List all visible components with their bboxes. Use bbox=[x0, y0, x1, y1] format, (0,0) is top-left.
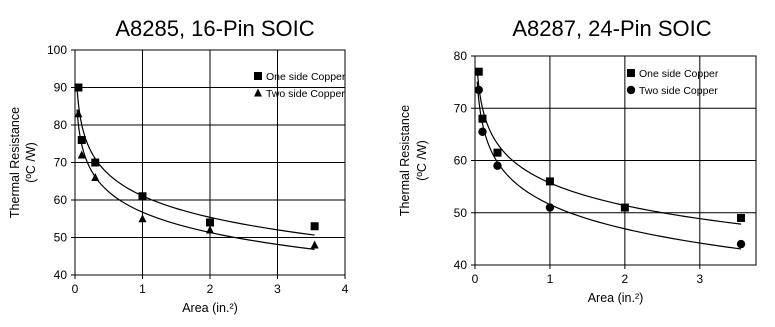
chart2-series-2-point bbox=[545, 203, 555, 212]
chart2-legend-label-1: One side Copper bbox=[639, 68, 719, 80]
chart2-title: A8287, 24-Pin SOIC bbox=[512, 16, 711, 41]
chart1-x-tick-label: 1 bbox=[139, 282, 146, 296]
chart1-x-axis-label: Area (in.²) bbox=[182, 301, 238, 315]
chart2-y-axis-label: Thermal Resistance bbox=[398, 105, 412, 216]
chart2-y-tick-label: 60 bbox=[454, 154, 468, 168]
chart1-series-1-point bbox=[91, 158, 100, 167]
chart1-series-2-point bbox=[310, 240, 319, 249]
chart2-series-2-curve bbox=[476, 81, 742, 250]
chart1-y-tick-label: 80 bbox=[54, 118, 68, 132]
chart2-series-1-curve bbox=[476, 68, 742, 225]
chart1-y-tick-label: 40 bbox=[54, 268, 68, 282]
chart1-legend-label-1: One side Copper bbox=[266, 71, 346, 83]
chart1-series-1-point bbox=[74, 83, 83, 92]
chart2-series-2-point bbox=[736, 239, 746, 249]
chart1-series-2-point bbox=[138, 214, 147, 223]
chart2-legend-label-2: Two side Copper bbox=[639, 85, 718, 97]
chart2-legend-marker-2 bbox=[626, 85, 636, 95]
chart2-series-2-point bbox=[493, 161, 502, 170]
chart1-legend-marker-1 bbox=[254, 72, 262, 80]
chart1-legend-marker-2 bbox=[254, 88, 262, 97]
chart1-y-tick-label: 70 bbox=[54, 156, 68, 170]
chart2-series-1-point bbox=[545, 177, 554, 186]
chart1-series-2-point bbox=[74, 109, 83, 118]
chart1-series-1-curve bbox=[76, 87, 315, 236]
chart1-plot-frame bbox=[74, 49, 346, 276]
chart1-series-2-curve bbox=[76, 109, 315, 250]
chart1-series-2-point bbox=[206, 225, 214, 234]
chart1-y-axis-unit: (ºC /W) bbox=[24, 142, 38, 183]
chart1-series-1-point bbox=[310, 222, 319, 231]
chart2-series-1-point bbox=[493, 148, 502, 157]
chart1-y-tick-label: 60 bbox=[54, 193, 68, 207]
chart1-y-tick-label: 90 bbox=[54, 81, 68, 95]
chart1-y-tick-label: 100 bbox=[47, 43, 67, 57]
chart2-y-tick-label: 80 bbox=[454, 49, 468, 63]
chart1-series-2-point bbox=[77, 150, 86, 159]
chart1-series-1-point bbox=[138, 192, 147, 201]
chart2-series-1-point bbox=[474, 67, 483, 76]
chart1-series-1-point bbox=[77, 136, 86, 144]
chart2-x-tick-label: 2 bbox=[622, 272, 629, 286]
chart1-series-2-point bbox=[91, 173, 100, 181]
chart2-y-tick-label: 50 bbox=[454, 206, 468, 220]
chart1-series-1-point bbox=[206, 218, 214, 227]
chart1-x-tick-label: 0 bbox=[72, 282, 79, 296]
chart2-legend-marker-1 bbox=[627, 69, 635, 77]
chart2-x-tick-label: 0 bbox=[472, 272, 479, 286]
chart1-x-tick-label: 3 bbox=[274, 282, 281, 296]
chart2-series-1-point bbox=[478, 114, 487, 123]
chart2-series-2-point bbox=[474, 85, 483, 95]
chart1-title: A8285, 16-Pin SOIC bbox=[115, 16, 314, 41]
chart1-x-tick-label: 2 bbox=[207, 282, 214, 296]
chart2-series-1-point bbox=[737, 213, 746, 222]
chart2-series-2-point bbox=[478, 127, 487, 136]
chart2-y-axis-unit: (ºC /W) bbox=[415, 140, 429, 181]
chart1-y-axis-label: Thermal Resistance bbox=[8, 107, 22, 218]
chart2-series-1-point bbox=[620, 203, 629, 212]
chart1-legend-label-2: Two side Copper bbox=[266, 88, 345, 100]
chart1-x-tick-label: 4 bbox=[342, 282, 349, 296]
chart2-plot-frame bbox=[474, 55, 757, 266]
chart2-x-tick-label: 1 bbox=[547, 272, 554, 286]
chart1-y-tick-label: 50 bbox=[54, 231, 68, 245]
chart2-y-tick-label: 40 bbox=[454, 258, 468, 272]
chart2-x-axis-label: Area (in.²) bbox=[588, 291, 644, 305]
chart2-y-tick-label: 70 bbox=[454, 101, 468, 115]
chart2-x-tick-label: 3 bbox=[696, 272, 703, 286]
